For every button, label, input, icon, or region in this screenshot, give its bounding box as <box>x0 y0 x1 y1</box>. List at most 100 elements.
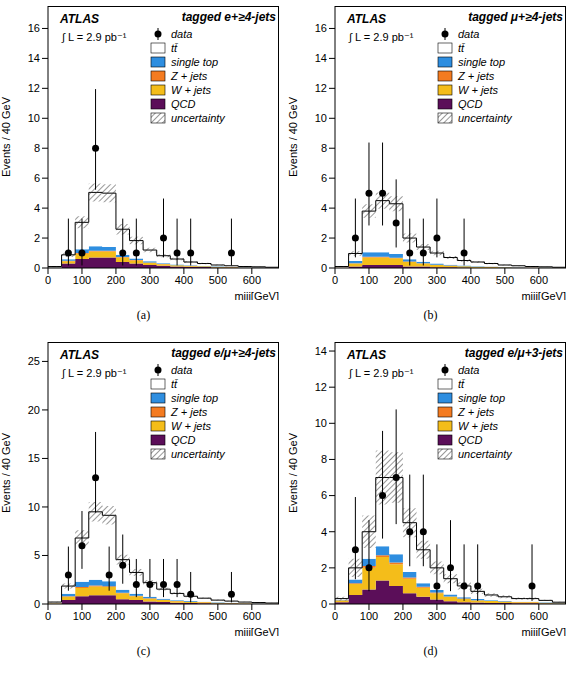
svg-text:0: 0 <box>321 598 327 610</box>
svg-text:2: 2 <box>321 562 327 574</box>
svg-text:0: 0 <box>45 610 51 622</box>
svg-text:300: 300 <box>141 610 159 622</box>
svg-text:100: 100 <box>73 610 91 622</box>
html-text:QCD: QCD <box>171 98 196 110</box>
html-text:(a): (a) <box>136 308 151 322</box>
html-text:tagged e/μ+≥4-jets: tagged e/μ+≥4-jets <box>171 346 276 360</box>
svg-text:10: 10 <box>315 112 327 124</box>
svg-text:4: 4 <box>34 202 40 214</box>
svg-text:600: 600 <box>243 274 261 286</box>
svg-text:6: 6 <box>34 172 40 184</box>
html-text:tagged e+≥4-jets: tagged e+≥4-jets <box>181 10 276 24</box>
svg-text:600: 600 <box>530 274 548 286</box>
svg-text:Events / 40 GeV: Events / 40 GeV <box>8 96 12 177</box>
html-text:tagged e/μ+3-jets: tagged e/μ+3-jets <box>464 346 563 360</box>
svg-text:2: 2 <box>34 232 40 244</box>
svg-text:200: 200 <box>107 610 125 622</box>
svg-text:400: 400 <box>175 274 193 286</box>
svg-text:6: 6 <box>321 489 327 501</box>
html-text:single top: single top <box>171 56 219 68</box>
svg-text:Events / 40 GeV: Events / 40 GeV <box>287 432 299 513</box>
svg-text:14: 14 <box>315 52 327 64</box>
svg-text:100: 100 <box>360 274 378 286</box>
svg-text:12: 12 <box>315 381 327 393</box>
svg-text:100: 100 <box>73 274 91 286</box>
svg-text:mjjj[GeV]: mjjj[GeV] <box>521 626 566 636</box>
html-text:∫ L = 2.9 pb⁻¹: ∫ L = 2.9 pb⁻¹ <box>62 367 127 379</box>
svg-text:300: 300 <box>141 274 159 286</box>
svg-text:20: 20 <box>28 404 40 416</box>
svg-text:500: 500 <box>209 274 227 286</box>
svg-text:4: 4 <box>321 202 327 214</box>
svg-text:25: 25 <box>28 355 40 367</box>
svg-text:100: 100 <box>360 610 378 622</box>
svg-text:500: 500 <box>496 610 514 622</box>
svg-text:16: 16 <box>315 22 327 34</box>
html-text:∫ L = 2.9 pb⁻¹: ∫ L = 2.9 pb⁻¹ <box>62 31 127 43</box>
html-text:Z + jets: Z + jets <box>171 70 208 82</box>
svg-text:500: 500 <box>209 610 227 622</box>
svg-text:10: 10 <box>28 501 40 513</box>
html-text:single top: single top <box>171 392 219 404</box>
svg-text:600: 600 <box>530 610 548 622</box>
html-text:W + jets: W + jets <box>171 420 211 432</box>
html-text:(d): (d) <box>423 644 438 658</box>
svg-text:0: 0 <box>45 274 51 286</box>
svg-text:200: 200 <box>107 274 125 286</box>
svg-text:6: 6 <box>321 172 327 184</box>
svg-text:4: 4 <box>321 526 327 538</box>
html-text:data: data <box>171 364 193 376</box>
svg-text:14: 14 <box>28 52 40 64</box>
svg-text:mjjj[GeV]: mjjj[GeV] <box>521 290 566 300</box>
svg-text:0: 0 <box>332 274 338 286</box>
html-text:data: data <box>171 28 193 40</box>
html-text:ATLAS: ATLAS <box>347 12 387 26</box>
svg-text:mjjj[GeV]: mjjj[GeV] <box>234 626 279 636</box>
svg-text:600: 600 <box>243 610 261 622</box>
html-text:tagged μ+≥4-jets: tagged μ+≥4-jets <box>468 10 563 24</box>
svg-text:16: 16 <box>28 22 40 34</box>
html-text:W + jets: W + jets <box>171 84 211 96</box>
svg-text:400: 400 <box>462 610 480 622</box>
html-text:QCD: QCD <box>458 98 483 110</box>
html-text:ATLAS: ATLAS <box>60 12 100 26</box>
svg-text:12: 12 <box>28 82 40 94</box>
html-text:∫ L = 2.9 pb⁻¹: ∫ L = 2.9 pb⁻¹ <box>349 31 414 43</box>
html-text:Z + jets: Z + jets <box>458 70 495 82</box>
svg-text:Events / 40 GeV: Events / 40 GeV <box>287 96 299 177</box>
svg-text:14: 14 <box>315 345 327 357</box>
svg-text:0: 0 <box>332 610 338 622</box>
html-text:uncertainty: uncertainty <box>171 112 225 124</box>
svg-text:400: 400 <box>462 274 480 286</box>
html-text:data: data <box>458 28 480 40</box>
svg-text:300: 300 <box>428 610 446 622</box>
svg-text:12: 12 <box>315 82 327 94</box>
svg-text:2: 2 <box>321 232 327 244</box>
svg-text:10: 10 <box>28 112 40 124</box>
svg-text:400: 400 <box>175 610 193 622</box>
html-text:single top: single top <box>458 56 506 68</box>
html-text:uncertainty: uncertainty <box>458 112 512 124</box>
svg-text:8: 8 <box>34 142 40 154</box>
svg-text:300: 300 <box>428 274 446 286</box>
svg-text:0: 0 <box>34 262 40 274</box>
svg-text:15: 15 <box>28 452 40 464</box>
html-text:QCD: QCD <box>171 434 196 446</box>
svg-text:Events / 40 GeV: Events / 40 GeV <box>8 432 12 513</box>
svg-text:200: 200 <box>394 610 412 622</box>
svg-text:mjjj[GeV]: mjjj[GeV] <box>234 290 279 300</box>
svg-text:200: 200 <box>394 274 412 286</box>
svg-text:8: 8 <box>321 142 327 154</box>
svg-text:5: 5 <box>34 549 40 561</box>
svg-text:500: 500 <box>496 274 514 286</box>
svg-text:8: 8 <box>321 453 327 465</box>
html-text:(b): (b) <box>423 308 438 322</box>
svg-text:10: 10 <box>315 417 327 429</box>
html-text:ATLAS: ATLAS <box>60 348 100 362</box>
html-text:(c): (c) <box>136 644 151 658</box>
svg-text:0: 0 <box>321 262 327 274</box>
html-text:W + jets: W + jets <box>458 84 498 96</box>
svg-text:0: 0 <box>34 598 40 610</box>
html-text:Z + jets: Z + jets <box>171 406 208 418</box>
html-text:ATLAS: ATLAS <box>347 348 387 362</box>
